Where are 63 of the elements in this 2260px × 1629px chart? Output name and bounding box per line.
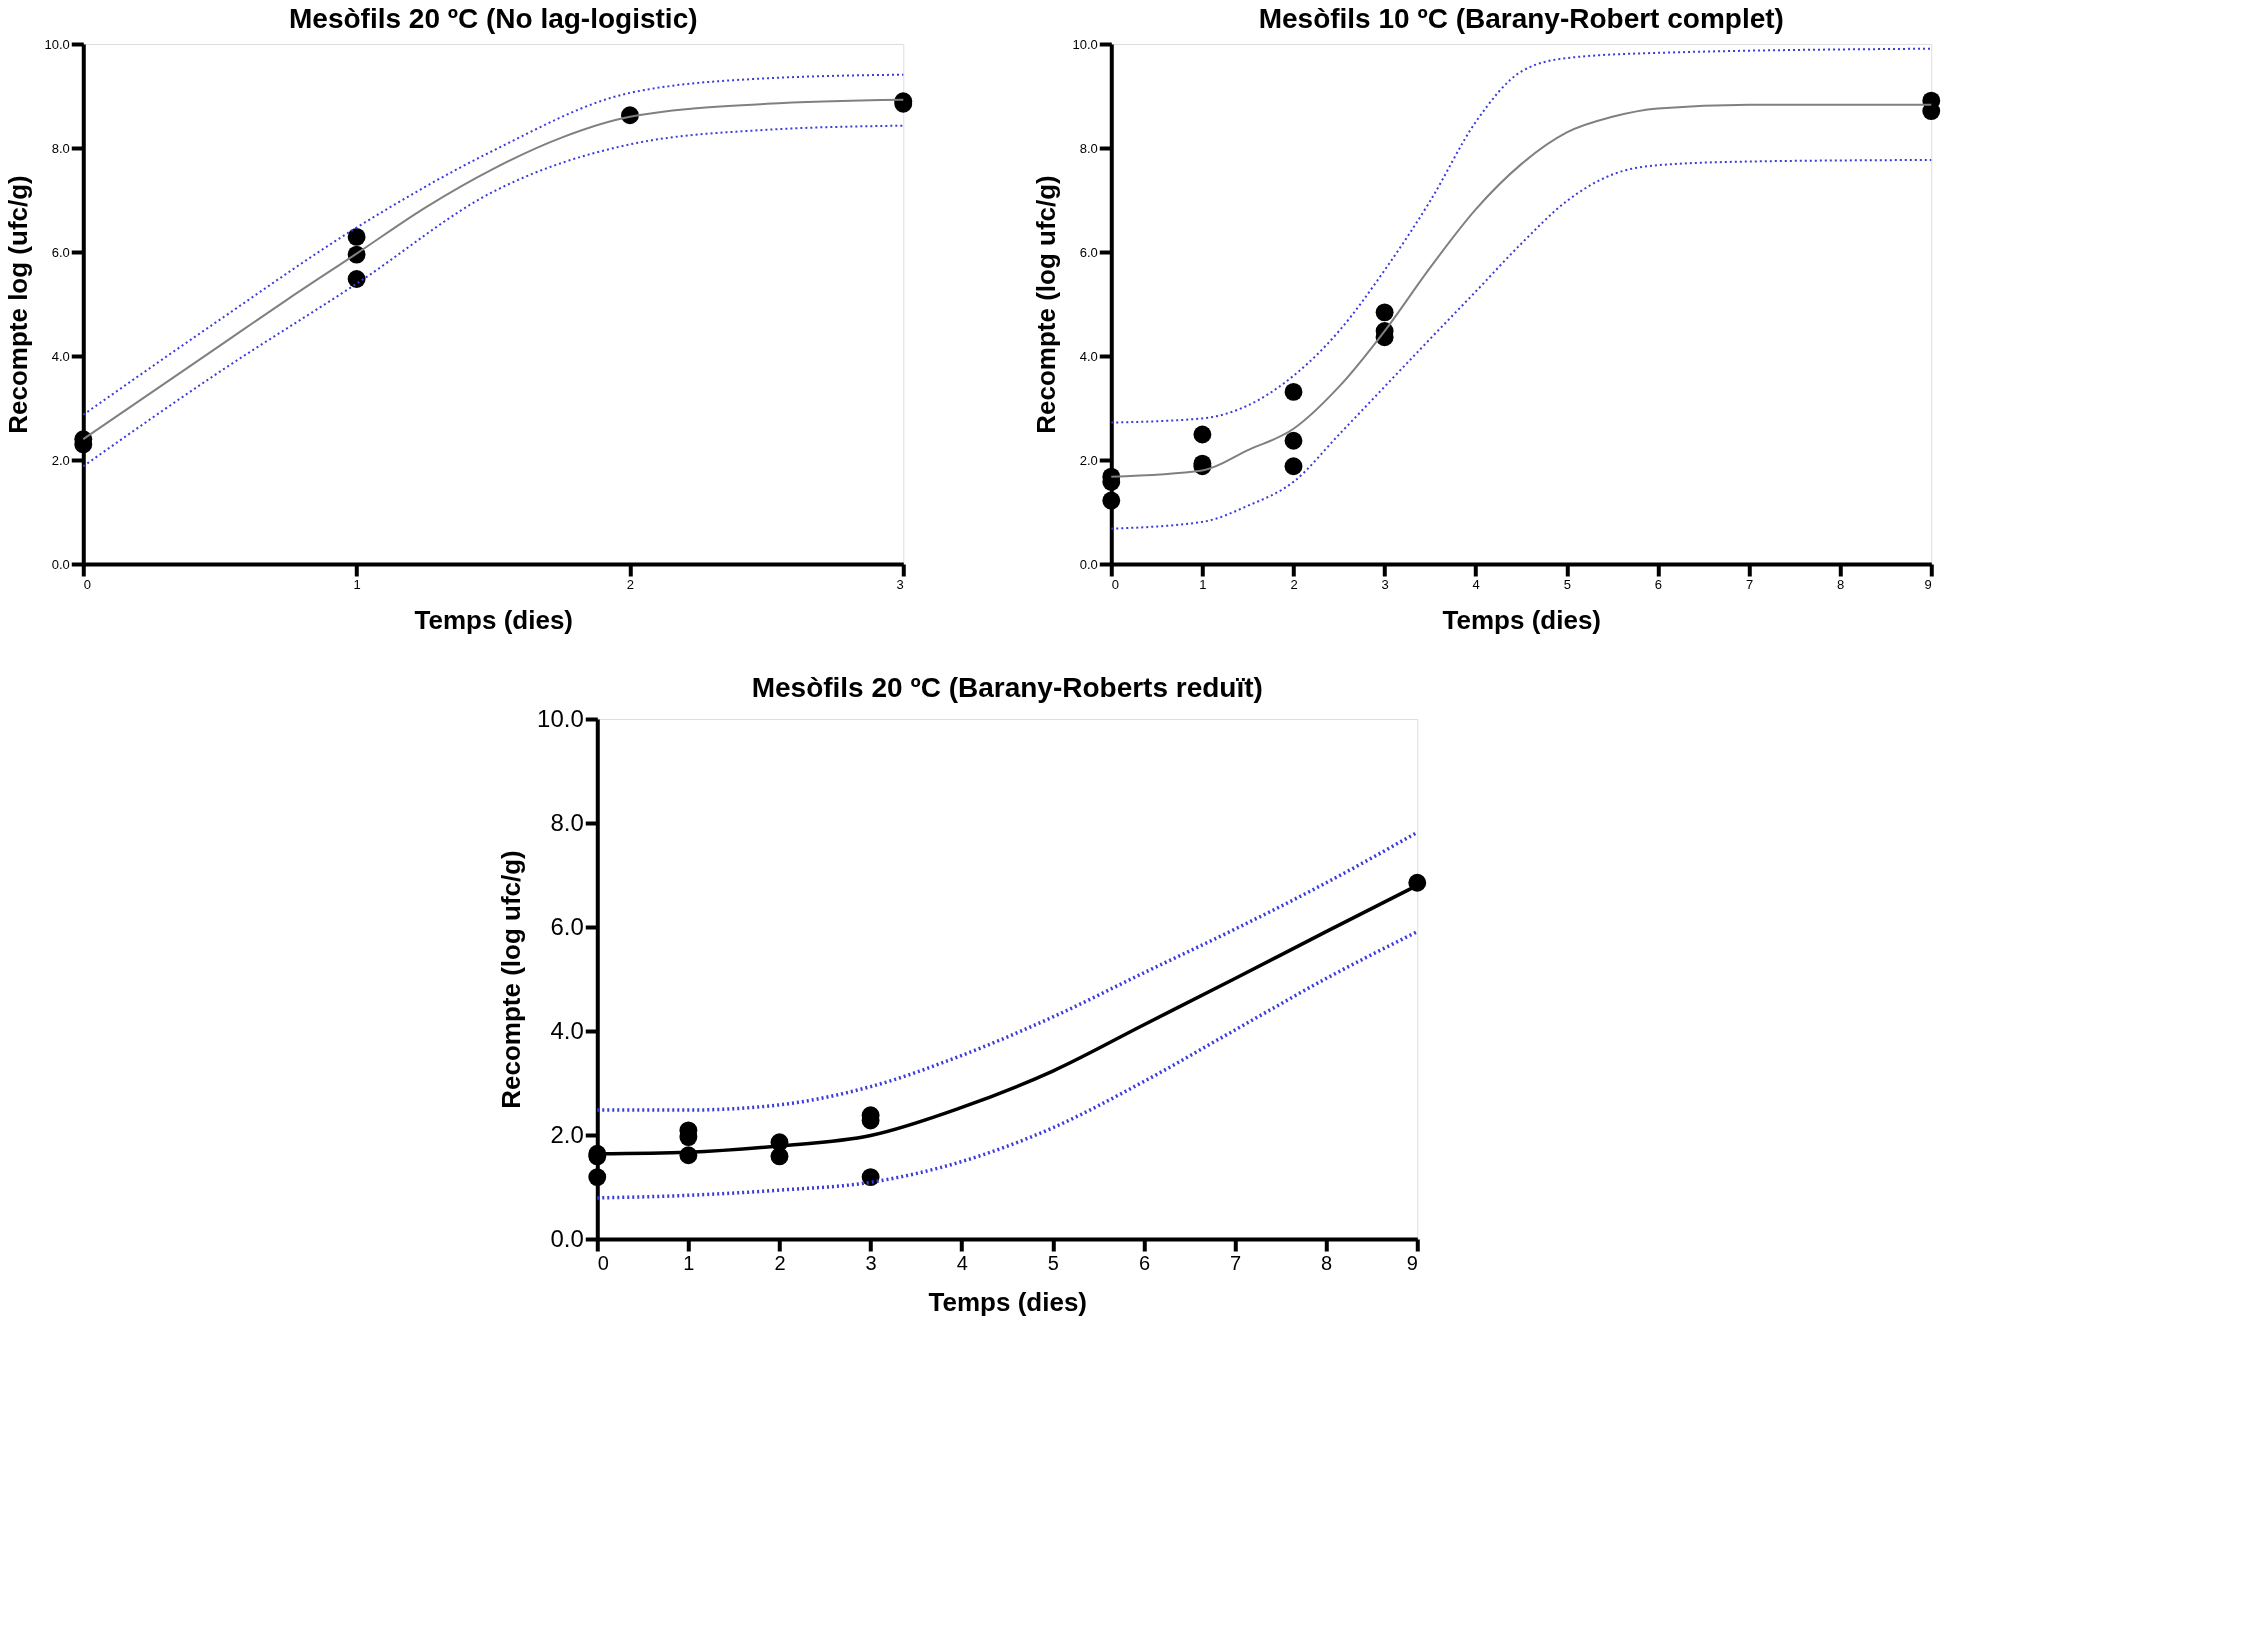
- y-tick-label: 6.0: [1079, 244, 1098, 260]
- y-tick-label: 0.0: [51, 556, 70, 572]
- x-tick-label: 9: [1406, 1251, 1418, 1274]
- x-tick-label: 2: [774, 1251, 786, 1274]
- y-tick-label: 2.0: [51, 452, 70, 468]
- y-tick-label: 4.0: [550, 1016, 584, 1044]
- x-tick-label: 3: [896, 576, 904, 592]
- point: [1375, 303, 1394, 322]
- x-tick-label: 0: [597, 1251, 609, 1274]
- point: [1284, 382, 1303, 401]
- point: [1102, 491, 1121, 510]
- y-tick-label: 2.0: [550, 1120, 584, 1148]
- y-tick-label: 0.0: [1079, 556, 1098, 572]
- point: [770, 1147, 789, 1166]
- x-tick-label: 7: [1229, 1251, 1242, 1274]
- y-tick-label: 8.0: [1079, 140, 1098, 156]
- y-axis-title: Recompte log (ufc/g): [3, 175, 34, 434]
- x-tick-label: 8: [1837, 576, 1845, 592]
- x-tick-label: 5: [1563, 576, 1571, 592]
- chart-title: Mesòfils 20 ºC (Barany-Roberts reduït): [751, 672, 1263, 703]
- y-axis-title: Recompte (log ufc/g): [496, 850, 527, 1109]
- chart-title: Mesòfils 10 ºC (Barany-Robert complet): [1258, 3, 1784, 34]
- x-tick-label: 1: [1199, 576, 1207, 592]
- y-tick-label: 4.0: [51, 348, 70, 364]
- x-tick-label: 8: [1321, 1251, 1333, 1274]
- x-tick-label: 0: [83, 576, 92, 592]
- x-tick-label: 1: [683, 1251, 695, 1274]
- x-tick-label: 1: [353, 576, 361, 592]
- x-tick-label: 2: [626, 576, 635, 592]
- point: [1284, 431, 1303, 450]
- point: [1284, 457, 1303, 476]
- x-tick-label: 4: [1472, 576, 1480, 592]
- x-tick-label: 5: [1047, 1251, 1059, 1274]
- y-tick-label: 0.0: [550, 1224, 584, 1252]
- x-tick-label: 3: [865, 1251, 877, 1274]
- point: [347, 227, 366, 246]
- y-tick-label: 6.0: [550, 912, 584, 940]
- line-series: [1110, 158, 1933, 530]
- y-tick-label: 10.0: [537, 704, 584, 732]
- y-tick-label: 10.0: [44, 36, 70, 52]
- point: [347, 270, 366, 288]
- x-tick-label: 3: [1381, 576, 1389, 592]
- x-tick-label: 0: [1111, 576, 1120, 592]
- x-axis-title: Temps (dies): [1442, 604, 1601, 635]
- x-tick-label: 6: [1138, 1251, 1151, 1274]
- y-tick-label: 8.0: [550, 808, 584, 836]
- chart-title: Mesòfils 20 ºC (No lag-logistic): [289, 3, 698, 34]
- y-tick-label: 2.0: [1079, 452, 1098, 468]
- x-tick-label: 4: [956, 1251, 968, 1274]
- line-series: [1110, 47, 1933, 424]
- x-tick-label: 6: [1654, 576, 1663, 592]
- x-axis-title: Temps (dies): [414, 604, 573, 635]
- y-axis-title: Recompte (log ufc/g): [1031, 175, 1062, 434]
- y-tick-label: 6.0: [51, 244, 70, 260]
- x-tick-label: 7: [1745, 576, 1754, 592]
- x-tick-label: 9: [1924, 576, 1932, 592]
- point: [588, 1168, 607, 1187]
- y-tick-label: 8.0: [51, 140, 70, 156]
- x-axis-title: Temps (dies): [928, 1286, 1087, 1317]
- y-tick-label: 10.0: [1072, 36, 1098, 52]
- x-tick-label: 2: [1290, 576, 1298, 592]
- point: [1193, 425, 1212, 444]
- y-tick-label: 4.0: [1079, 348, 1098, 364]
